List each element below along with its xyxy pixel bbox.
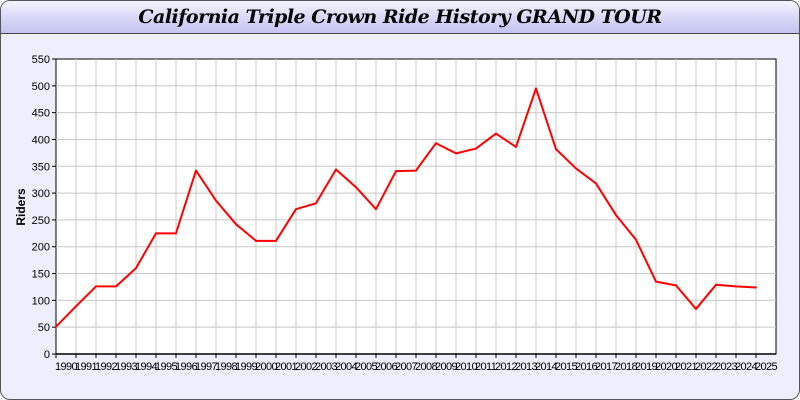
data-point xyxy=(115,285,117,288)
y-tick-label: 450 xyxy=(32,108,50,120)
data-point xyxy=(135,267,137,270)
data-point xyxy=(635,238,637,241)
y-tick-label: 50 xyxy=(38,322,50,334)
data-point xyxy=(255,239,257,242)
data-point xyxy=(75,305,77,308)
data-point xyxy=(735,285,737,288)
y-tick-label: 100 xyxy=(32,295,50,307)
x-tick-label: 2016 xyxy=(575,361,598,373)
x-tick-label: 1998 xyxy=(215,361,238,373)
x-tick-label: 2011 xyxy=(475,361,497,373)
data-point xyxy=(355,186,357,189)
data-point xyxy=(515,145,517,148)
x-tick-label: 1990 xyxy=(55,361,78,373)
data-point xyxy=(655,280,657,283)
data-point xyxy=(495,132,497,135)
x-tick-label: 1992 xyxy=(95,361,118,373)
data-point xyxy=(675,284,677,287)
y-tick-label: 250 xyxy=(32,215,50,227)
x-tick-label: 2017 xyxy=(595,361,618,373)
y-tick-label: 350 xyxy=(32,161,50,173)
x-tick-label: 2014 xyxy=(535,361,558,373)
data-point xyxy=(275,239,277,242)
title-bar: California Triple Crown Ride History GRA… xyxy=(1,1,799,34)
data-point xyxy=(95,285,97,288)
x-tick-label: 2018 xyxy=(615,361,638,373)
x-tick-label: 2024 xyxy=(735,361,758,373)
x-tick-label: 2025 xyxy=(755,361,778,373)
x-tick-label: 2005 xyxy=(355,361,378,373)
data-point xyxy=(555,148,557,151)
data-point xyxy=(475,147,477,150)
data-point xyxy=(415,169,417,172)
y-tick-label: 550 xyxy=(32,54,50,66)
y-tick-label: 150 xyxy=(32,269,50,281)
x-tick-label: 1995 xyxy=(155,361,178,373)
data-point xyxy=(235,223,237,226)
data-point xyxy=(535,87,537,90)
data-point xyxy=(55,325,57,328)
data-point xyxy=(195,169,197,172)
x-tick-label: 1993 xyxy=(115,361,138,373)
x-tick-label: 2019 xyxy=(635,361,658,373)
data-point xyxy=(175,232,177,235)
x-tick-label: 2003 xyxy=(315,361,338,373)
data-point xyxy=(315,202,317,205)
x-tick-label: 2008 xyxy=(415,361,438,373)
x-tick-label: 2001 xyxy=(275,361,298,373)
y-tick-label: 0 xyxy=(44,349,50,361)
y-tick-label: 200 xyxy=(32,242,50,254)
data-point xyxy=(695,307,697,310)
chart-title: California Triple Crown Ride History GRA… xyxy=(138,6,662,28)
x-tick-label: 1991 xyxy=(75,361,98,373)
x-tick-label: 2021 xyxy=(675,361,698,373)
data-point xyxy=(435,142,437,145)
x-tick-label: 2007 xyxy=(395,361,418,373)
y-tick-label: 500 xyxy=(32,81,50,93)
x-tick-label: 1997 xyxy=(195,361,218,373)
data-point xyxy=(755,286,757,289)
data-point xyxy=(615,214,617,217)
data-point xyxy=(215,199,217,202)
series-line xyxy=(55,87,757,328)
grid xyxy=(56,59,776,354)
x-tick-label: 2020 xyxy=(655,361,678,373)
y-tick-label: 300 xyxy=(32,188,50,200)
data-point xyxy=(575,167,577,170)
x-tick-label: 2023 xyxy=(715,361,738,373)
y-axis-label: Riders xyxy=(14,188,28,226)
x-tick-label: 2000 xyxy=(255,361,278,373)
x-tick-label: 2006 xyxy=(375,361,398,373)
x-tick-label: 1996 xyxy=(175,361,198,373)
x-tick-label: 2010 xyxy=(455,361,478,373)
x-tick-label: 2009 xyxy=(435,361,458,373)
data-point xyxy=(295,208,297,211)
data-point xyxy=(455,152,457,155)
data-point xyxy=(715,283,717,286)
data-point xyxy=(375,208,377,211)
data-point xyxy=(595,182,597,185)
y-tick-label: 400 xyxy=(32,134,50,146)
x-tick-label: 2012 xyxy=(495,361,518,373)
data-point xyxy=(335,168,337,171)
x-tick-label: 2013 xyxy=(515,361,538,373)
x-tick-label: 1999 xyxy=(235,361,258,373)
series-group xyxy=(55,87,757,328)
x-tick-label: 2004 xyxy=(335,361,358,373)
data-point xyxy=(395,170,397,173)
x-tick-label: 2015 xyxy=(555,361,578,373)
data-point xyxy=(155,232,157,235)
x-tick-label: 2002 xyxy=(295,361,318,373)
x-axis: 1990199119921993199419951996199719981999… xyxy=(55,353,778,373)
x-tick-label: 1994 xyxy=(135,361,158,373)
x-tick-label: 2022 xyxy=(695,361,718,373)
y-axis: 0 50 100 150 200 250 300 350 400 450 500 550 xyxy=(32,54,56,361)
